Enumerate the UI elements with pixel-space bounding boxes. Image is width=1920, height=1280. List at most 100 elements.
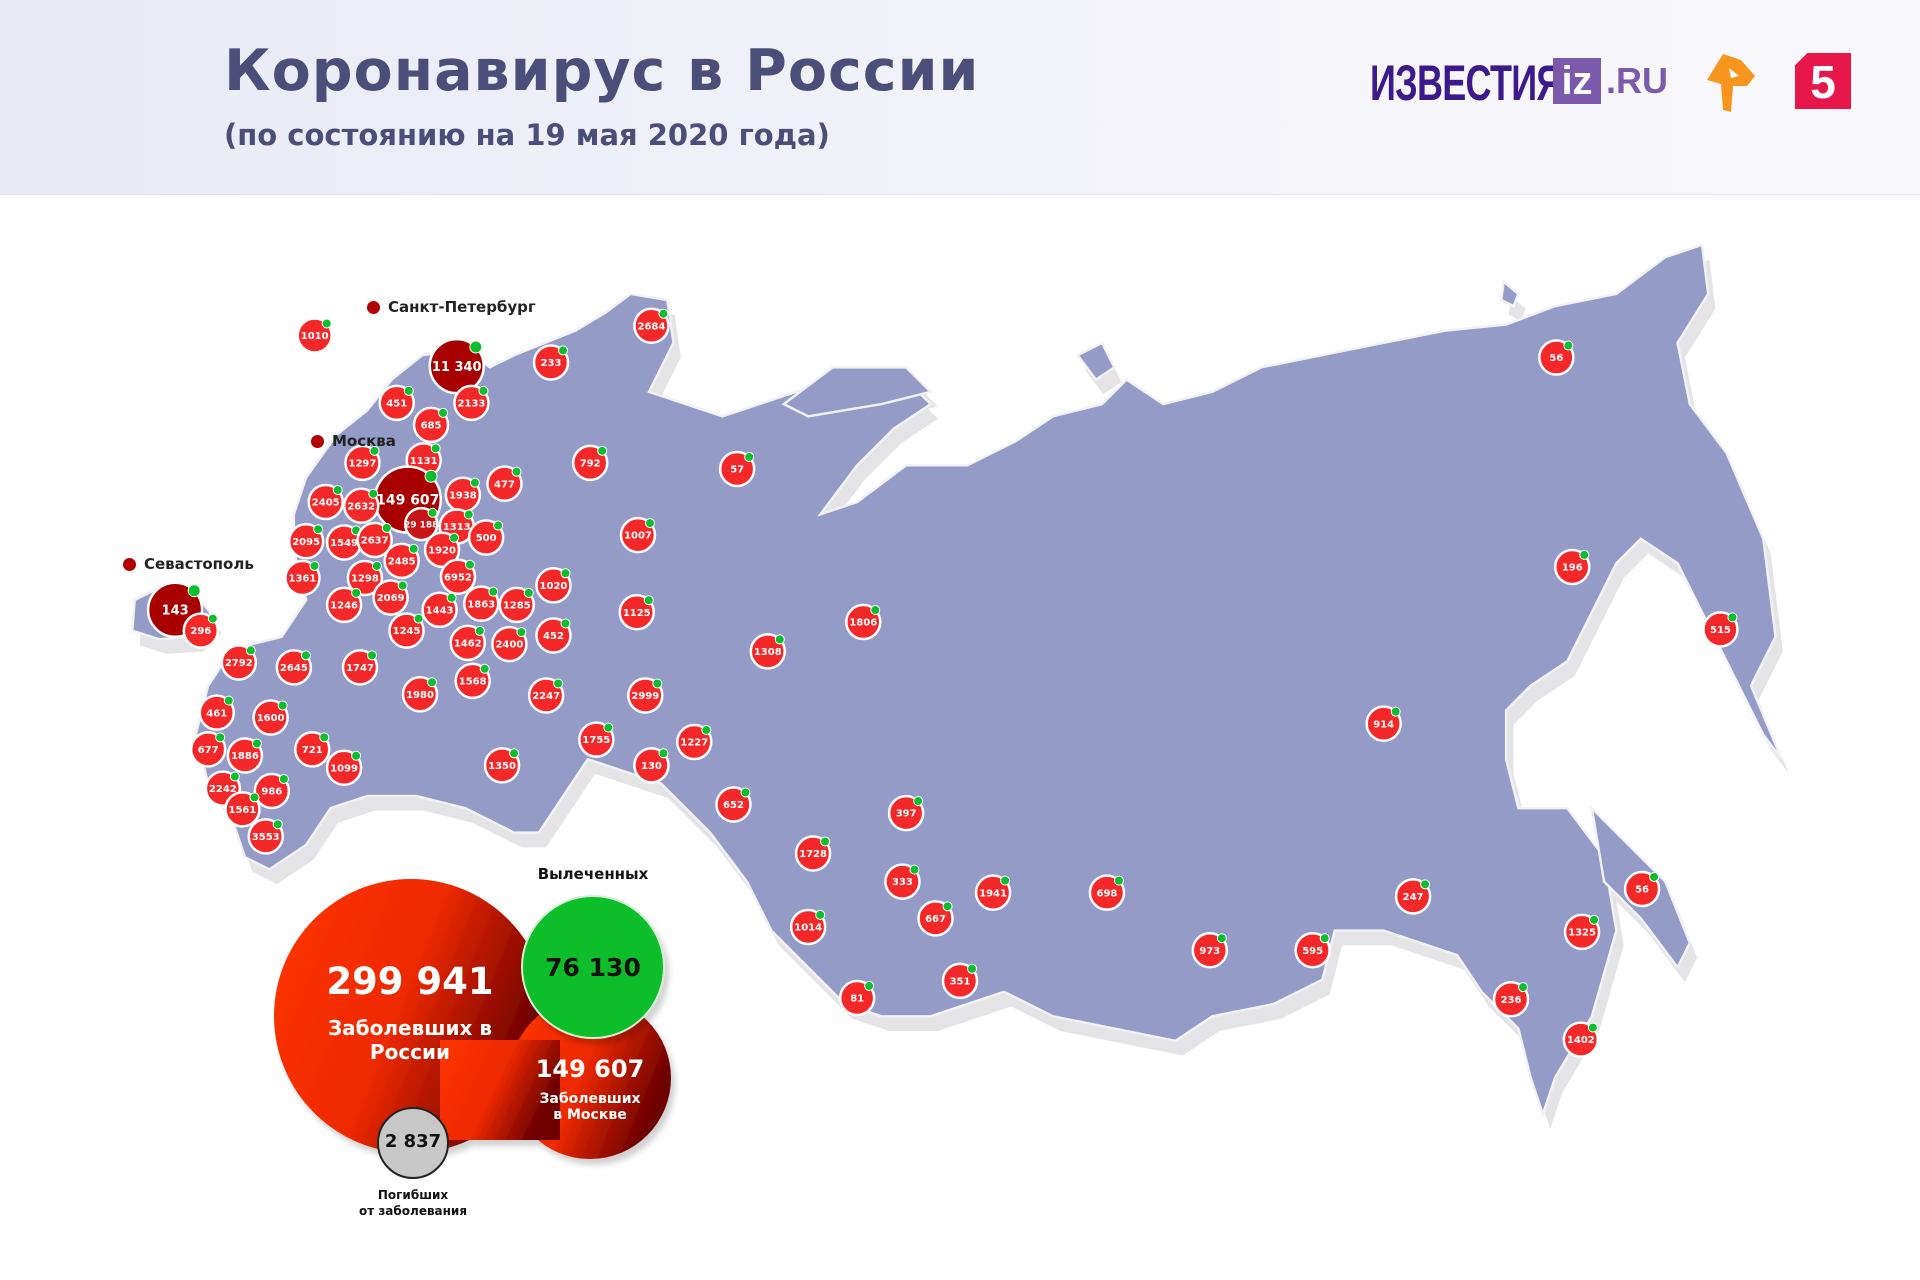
region-marker[interactable]: 698 bbox=[1088, 874, 1126, 911]
region-marker[interactable]: 1010 bbox=[296, 317, 333, 354]
region-marker[interactable]: 1941 bbox=[974, 874, 1012, 911]
recovered-dot-icon bbox=[479, 663, 490, 674]
region-marker[interactable]: 2637 bbox=[356, 521, 393, 559]
region-marker[interactable]: 233 bbox=[532, 344, 570, 381]
region-marker[interactable]: 1298 bbox=[346, 559, 384, 597]
region-marker[interactable]: 81 bbox=[838, 979, 876, 1017]
region-marker[interactable]: 721 bbox=[293, 731, 331, 768]
region-marker[interactable]: 2792 bbox=[220, 644, 258, 681]
region-marker[interactable]: 461 bbox=[198, 694, 235, 731]
region-marker[interactable]: 685 bbox=[412, 406, 450, 444]
recovered-dot-icon bbox=[207, 613, 218, 624]
iz-ru-logo[interactable]: .RU bbox=[1606, 60, 1668, 101]
region-marker[interactable]: 1246 bbox=[325, 586, 363, 624]
region-marker[interactable]: 1125 bbox=[618, 594, 655, 631]
region-marker[interactable]: 296 bbox=[182, 612, 220, 649]
moscow-cases-label-1: Заболевших bbox=[539, 1091, 641, 1107]
region-marker[interactable]: 1747 bbox=[341, 649, 379, 686]
region-marker[interactable]: 1308 bbox=[749, 633, 787, 670]
region-marker[interactable]: 1755 bbox=[578, 721, 615, 758]
region-marker[interactable]: 3553 bbox=[247, 818, 284, 855]
region-marker[interactable]: 2247 bbox=[527, 677, 565, 714]
region-marker[interactable]: 1728 bbox=[794, 835, 832, 872]
recovered-dot-icon bbox=[516, 627, 527, 638]
region-marker[interactable]: 2485 bbox=[383, 542, 420, 580]
region-marker[interactable]: 1227 bbox=[676, 723, 713, 761]
region-marker[interactable]: 986 bbox=[253, 772, 291, 810]
marker-value: 500 bbox=[476, 533, 497, 544]
region-marker[interactable]: 973 bbox=[1191, 931, 1229, 969]
region-marker[interactable]: 397 bbox=[887, 794, 925, 832]
region-marker[interactable]: 1297 bbox=[344, 444, 381, 482]
ren-tv-logo[interactable] bbox=[1705, 52, 1761, 114]
recovered-dot-icon bbox=[603, 722, 614, 733]
region-marker[interactable]: 6952 bbox=[439, 558, 477, 595]
region-marker[interactable]: 196 bbox=[1554, 548, 1591, 586]
recovered-dot-icon bbox=[913, 796, 924, 807]
region-marker[interactable]: 1920 bbox=[423, 531, 461, 569]
region-marker[interactable]: 351 bbox=[941, 962, 979, 1000]
region-marker[interactable]: 56 bbox=[1538, 339, 1575, 376]
izvestia-logo[interactable]: ИЗВЕСТИЯ bbox=[1370, 55, 1562, 111]
region-marker[interactable]: 667 bbox=[917, 900, 954, 937]
region-marker[interactable]: 247 bbox=[1394, 878, 1432, 915]
region-marker[interactable]: 2069 bbox=[372, 579, 409, 616]
region-marker[interactable]: 1285 bbox=[498, 586, 535, 624]
region-marker[interactable]: 56 bbox=[1623, 870, 1661, 908]
region-marker[interactable]: 1402 bbox=[1562, 1021, 1600, 1058]
region-marker[interactable]: 29 188 bbox=[403, 506, 439, 542]
region-marker[interactable]: 2405 bbox=[307, 483, 344, 521]
region-marker[interactable]: 1561 bbox=[224, 791, 261, 828]
region-marker[interactable]: 1980 bbox=[401, 676, 439, 713]
region-marker[interactable]: 2645 bbox=[275, 649, 313, 686]
region-marker[interactable]: 500 bbox=[467, 519, 505, 556]
marker-value: 2095 bbox=[292, 537, 320, 548]
region-marker[interactable]: 1600 bbox=[252, 699, 289, 736]
region-marker[interactable]: 333 bbox=[884, 863, 921, 900]
region-marker[interactable]: 595 bbox=[1294, 931, 1331, 969]
region-marker[interactable]: 792 bbox=[571, 444, 609, 482]
region-marker[interactable]: 236 bbox=[1492, 980, 1530, 1018]
region-marker[interactable]: 1863 bbox=[462, 585, 500, 622]
recovered-dot-icon bbox=[560, 618, 571, 629]
region-marker[interactable]: 515 bbox=[1702, 611, 1739, 648]
region-marker[interactable]: 1443 bbox=[421, 591, 458, 629]
region-marker[interactable]: 1014 bbox=[789, 908, 827, 946]
iz-logo[interactable]: iz bbox=[1553, 58, 1601, 104]
recovered-dot-icon bbox=[870, 605, 881, 616]
region-marker[interactable]: 2999 bbox=[627, 677, 664, 714]
region-marker[interactable]: 2133 bbox=[453, 384, 490, 422]
region-marker[interactable]: 11 340 bbox=[428, 337, 485, 395]
region-marker[interactable]: 1886 bbox=[226, 737, 264, 774]
marker-value: 81 bbox=[850, 994, 864, 1005]
region-marker[interactable]: 1007 bbox=[619, 516, 657, 554]
city-name: Санкт-Петербург bbox=[388, 298, 536, 316]
region-marker[interactable]: 2095 bbox=[287, 522, 325, 560]
region-marker[interactable]: 1361 bbox=[284, 559, 321, 597]
region-marker[interactable]: 677 bbox=[189, 731, 227, 768]
region-marker[interactable]: 452 bbox=[535, 617, 572, 654]
region-marker[interactable]: 451 bbox=[378, 384, 415, 422]
recovered-dot-icon bbox=[701, 725, 712, 736]
recovered-dot-icon bbox=[272, 819, 283, 830]
region-shape bbox=[781, 366, 934, 418]
region-marker[interactable]: 1462 bbox=[449, 624, 487, 662]
region-marker[interactable]: 477 bbox=[486, 465, 523, 502]
region-marker[interactable]: 1245 bbox=[388, 612, 425, 649]
region-marker[interactable]: 652 bbox=[715, 786, 752, 823]
region-marker[interactable]: 2400 bbox=[491, 625, 528, 663]
channel-5-logo[interactable]: 5 bbox=[1795, 53, 1851, 109]
region-marker[interactable]: 130 bbox=[633, 747, 670, 784]
region-marker[interactable]: 1020 bbox=[535, 567, 572, 604]
region-marker[interactable]: 1806 bbox=[845, 603, 882, 641]
region-marker[interactable]: 1325 bbox=[1563, 913, 1601, 951]
marker-value: 143 bbox=[162, 603, 189, 618]
region-marker[interactable]: 914 bbox=[1365, 705, 1402, 742]
region-marker[interactable]: 2684 bbox=[633, 307, 670, 344]
region-marker[interactable]: 1099 bbox=[325, 749, 363, 787]
region-marker[interactable]: 1350 bbox=[483, 747, 521, 784]
region-marker[interactable]: 1568 bbox=[454, 662, 491, 700]
region-marker[interactable]: 2632 bbox=[342, 487, 380, 524]
region-marker[interactable]: 57 bbox=[718, 450, 756, 488]
